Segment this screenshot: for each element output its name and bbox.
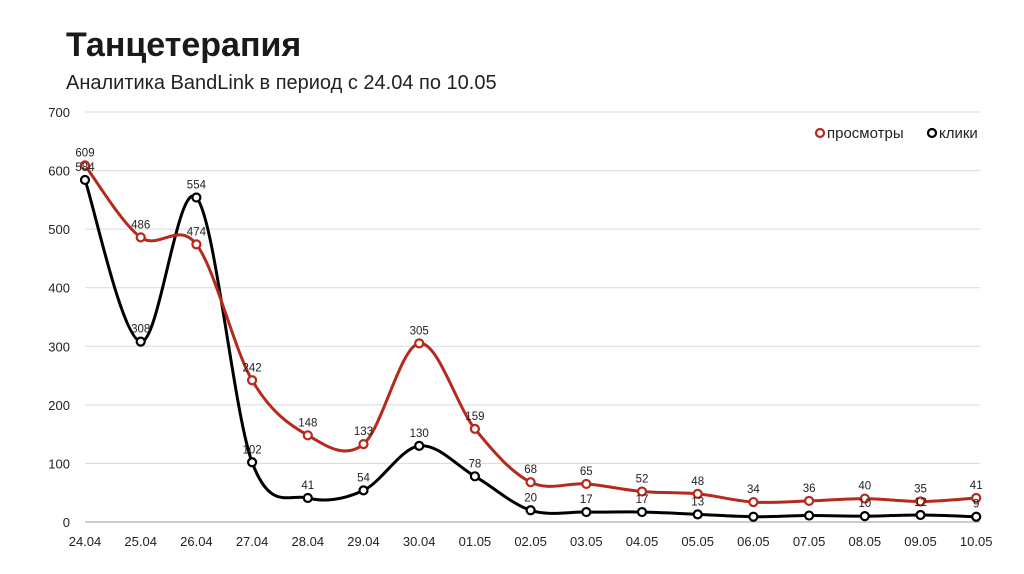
data-label: 68 [524, 464, 537, 476]
y-tick-label: 300 [48, 339, 70, 354]
data-label: 17 [580, 494, 593, 506]
data-point [469, 471, 480, 482]
data-label: 41 [301, 480, 314, 492]
data-point [414, 440, 425, 451]
x-tick-label: 05.05 [681, 534, 714, 549]
data-label: 486 [131, 219, 150, 231]
data-label: 17 [636, 494, 649, 506]
x-tick-label: 28.04 [292, 534, 325, 549]
data-point [79, 160, 91, 171]
data-label: 52 [636, 474, 649, 486]
data-point [469, 423, 480, 434]
x-tick-label: 02.05 [514, 534, 547, 549]
x-tick-label: 09.05 [904, 534, 937, 549]
legend-marker [926, 127, 938, 139]
data-label: 65 [580, 466, 593, 478]
legend-marker [814, 127, 826, 139]
data-label: 40 [858, 481, 871, 493]
data-label: 554 [187, 180, 207, 192]
data-point [636, 486, 648, 497]
legend-label: клики [939, 125, 978, 142]
x-tick-label: 30.04 [403, 534, 436, 549]
x-tick-label: 25.04 [124, 534, 157, 549]
data-label: 584 [75, 162, 95, 174]
y-tick-label: 600 [48, 164, 70, 179]
data-point [748, 496, 759, 508]
data-point [859, 511, 870, 522]
data-label: 242 [243, 362, 262, 374]
data-label: 20 [524, 492, 537, 504]
data-label: 102 [243, 444, 262, 456]
data-point [302, 430, 313, 441]
x-tick-label: 26.04 [180, 534, 213, 549]
data-point [636, 506, 648, 518]
data-label: 12 [914, 497, 927, 509]
data-point [581, 478, 592, 490]
data-point [525, 505, 536, 516]
x-tick-label: 01.05 [459, 534, 492, 549]
data-label: 48 [691, 476, 704, 488]
page-title: Танцетерапия [66, 26, 302, 64]
x-tick-label: 03.05 [570, 534, 603, 549]
data-point [79, 174, 91, 186]
data-label: 78 [469, 458, 482, 470]
data-point [135, 336, 146, 347]
data-point [803, 510, 815, 521]
data-label: 13 [691, 496, 704, 508]
y-tick-label: 200 [48, 398, 70, 413]
data-point [859, 493, 870, 504]
y-tick-label: 700 [48, 105, 70, 120]
data-point [191, 239, 202, 250]
data-point [247, 457, 258, 468]
data-point [302, 492, 313, 504]
data-point [135, 232, 146, 243]
data-point [915, 496, 926, 507]
data-point [803, 495, 815, 507]
data-label: 159 [465, 411, 484, 423]
data-point [247, 375, 258, 386]
data-label: 130 [410, 428, 429, 440]
x-tick-label: 10.05 [960, 534, 993, 549]
data-point [971, 492, 982, 504]
data-point [414, 338, 425, 349]
y-tick-label: 0 [63, 515, 70, 530]
page-subtitle: Аналитика BandLink в период с 24.04 по 1… [66, 72, 497, 94]
x-tick-label: 07.05 [793, 534, 826, 549]
x-tick-label: 24.04 [69, 534, 102, 549]
data-label: 54 [357, 472, 370, 484]
data-point [971, 511, 982, 522]
data-point [191, 192, 202, 203]
data-point [692, 488, 703, 499]
y-tick-label: 100 [48, 456, 70, 471]
data-label: 10 [858, 498, 871, 510]
x-tick-label: 06.05 [737, 534, 770, 549]
legend-label: просмотры [827, 125, 904, 142]
series-line-0 [83, 164, 977, 504]
data-point [581, 506, 592, 518]
data-label: 133 [354, 426, 373, 438]
x-tick-label: 29.04 [347, 534, 380, 549]
data-label: 609 [75, 147, 94, 159]
data-label: 41 [970, 480, 983, 492]
x-tick-label: 27.04 [236, 534, 269, 549]
data-label: 34 [747, 484, 760, 496]
data-point [525, 477, 536, 488]
data-point [692, 509, 703, 520]
data-label: 305 [410, 325, 429, 337]
data-label: 148 [298, 417, 317, 429]
data-point [358, 485, 369, 496]
y-tick-label: 400 [48, 281, 70, 296]
data-label: 9 [973, 499, 979, 511]
y-tick-label: 500 [48, 222, 70, 237]
data-label: 35 [914, 484, 927, 496]
data-label: 308 [131, 324, 150, 336]
data-label: 474 [187, 226, 207, 238]
x-tick-label: 04.05 [626, 534, 659, 549]
x-tick-label: 08.05 [849, 534, 882, 549]
data-point [915, 509, 926, 521]
data-point [358, 439, 369, 450]
data-label: 36 [803, 483, 816, 495]
data-point [748, 511, 759, 522]
